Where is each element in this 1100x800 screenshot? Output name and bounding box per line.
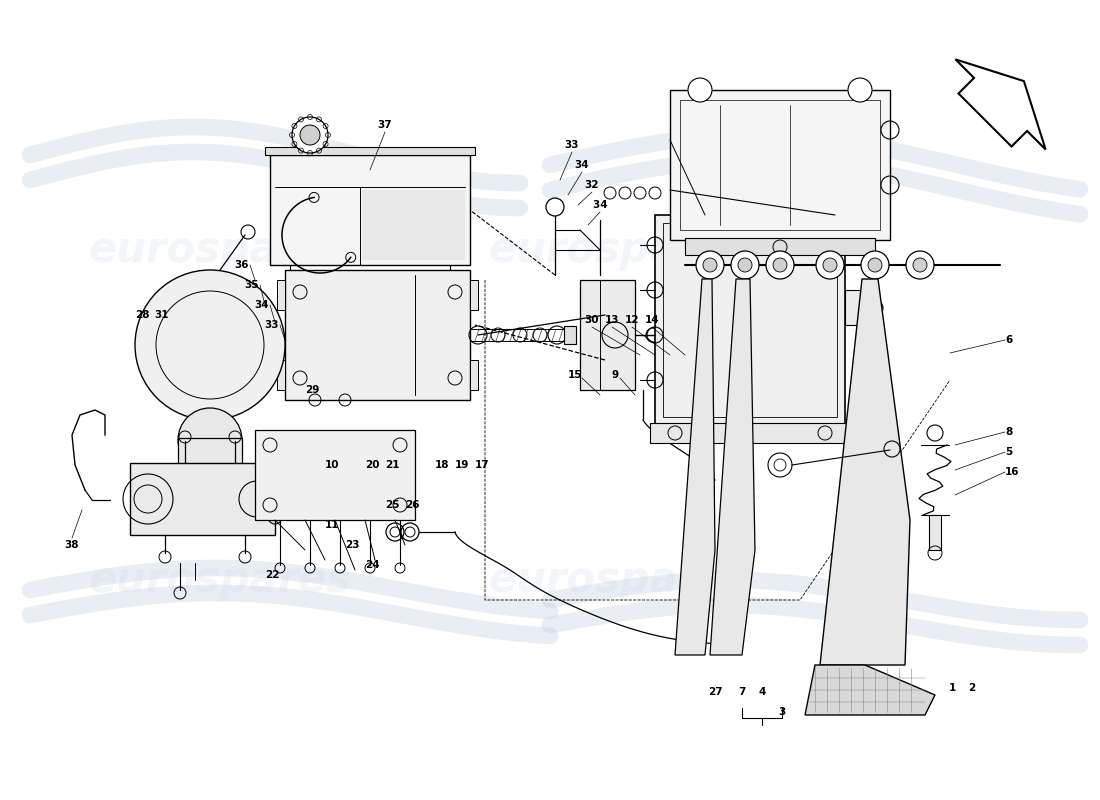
Circle shape [292,117,328,153]
Circle shape [861,251,889,279]
Circle shape [906,251,934,279]
Text: 34: 34 [255,300,270,310]
Polygon shape [805,665,935,715]
Polygon shape [710,279,755,655]
Text: 36: 36 [234,260,250,270]
Circle shape [804,209,816,221]
Text: 14: 14 [645,315,659,325]
Bar [650,423,850,443]
Circle shape [178,408,242,472]
Text: 12: 12 [625,315,639,325]
Bar [270,155,470,265]
Text: 6: 6 [1005,335,1012,345]
Circle shape [546,198,564,216]
Text: 23: 23 [344,540,360,550]
Bar [663,223,837,417]
Polygon shape [820,279,910,665]
Circle shape [816,251,844,279]
Circle shape [300,125,320,145]
Text: 32: 32 [585,180,600,190]
Bar [680,100,880,230]
Text: 8: 8 [1005,427,1012,437]
Text: 37: 37 [377,120,393,130]
Text: eurospares: eurospares [488,559,751,601]
Bar [362,190,465,260]
Text: 34: 34 [593,200,612,210]
Text: 9: 9 [612,370,618,380]
Text: 26: 26 [405,500,419,510]
Polygon shape [956,59,1046,150]
Text: 3: 3 [779,707,785,717]
Circle shape [868,258,882,272]
Text: 18: 18 [434,460,449,470]
Text: 11: 11 [324,520,339,530]
Text: 17: 17 [475,460,490,470]
Circle shape [678,203,702,227]
Text: 24: 24 [365,560,380,570]
Text: 27: 27 [707,687,723,697]
Text: 38: 38 [65,540,79,550]
Circle shape [135,270,285,420]
Text: 25: 25 [385,500,399,510]
Bar [580,280,635,390]
Text: 1: 1 [948,683,956,693]
Bar [470,360,478,390]
Bar [255,430,415,520]
Text: eurospares: eurospares [88,559,352,601]
Circle shape [696,251,724,279]
Circle shape [738,203,762,227]
Bar [130,463,275,535]
Text: eurospares: eurospares [488,229,751,271]
Bar [670,90,890,240]
Bar [277,280,285,310]
Text: 19: 19 [454,460,470,470]
Text: 33: 33 [265,320,279,330]
Bar [685,238,874,255]
Circle shape [773,258,786,272]
Circle shape [732,251,759,279]
Circle shape [848,78,872,102]
Bar [470,280,478,310]
Text: 30: 30 [585,315,600,325]
Text: 33: 33 [564,140,580,150]
Bar [845,290,870,325]
Bar [277,360,285,390]
Bar [564,326,576,344]
Text: 20: 20 [365,460,380,470]
Text: 15: 15 [568,370,582,380]
Text: 35: 35 [244,280,260,290]
Text: 10: 10 [324,460,339,470]
Text: 2: 2 [968,683,976,693]
Circle shape [913,258,927,272]
Circle shape [703,258,717,272]
Circle shape [744,209,756,221]
Circle shape [766,251,794,279]
Text: 22: 22 [265,570,279,580]
Text: 7: 7 [738,687,746,697]
Circle shape [823,258,837,272]
Circle shape [738,258,752,272]
Text: 29: 29 [305,385,319,395]
Circle shape [684,209,696,221]
Polygon shape [675,279,715,655]
Text: 34: 34 [574,160,590,170]
Text: 5: 5 [1005,447,1012,457]
Bar [930,515,940,550]
Bar [285,270,470,400]
Bar [654,215,845,425]
Text: 13: 13 [605,315,619,325]
Circle shape [688,78,712,102]
Text: 21: 21 [385,460,399,470]
Circle shape [798,203,822,227]
Text: 4: 4 [758,687,766,697]
Bar [265,147,475,155]
Text: 31: 31 [155,310,169,320]
Text: eurospares: eurospares [88,229,352,271]
Text: 16: 16 [1005,467,1020,477]
Text: 28: 28 [134,310,150,320]
Bar [178,438,242,480]
